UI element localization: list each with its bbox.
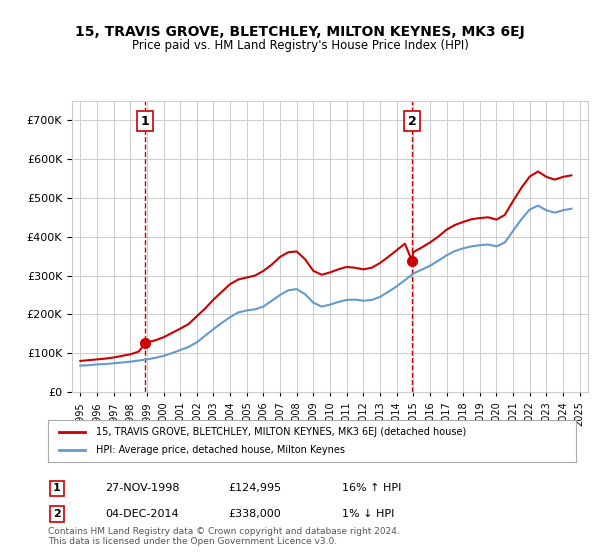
Text: 16% ↑ HPI: 16% ↑ HPI [342, 483, 401, 493]
Text: 27-NOV-1998: 27-NOV-1998 [105, 483, 179, 493]
Text: 15, TRAVIS GROVE, BLETCHLEY, MILTON KEYNES, MK3 6EJ (detached house): 15, TRAVIS GROVE, BLETCHLEY, MILTON KEYN… [95, 427, 466, 437]
Text: £124,995: £124,995 [228, 483, 281, 493]
Text: 15, TRAVIS GROVE, BLETCHLEY, MILTON KEYNES, MK3 6EJ: 15, TRAVIS GROVE, BLETCHLEY, MILTON KEYN… [75, 25, 525, 39]
Text: 1: 1 [53, 483, 61, 493]
Text: 1% ↓ HPI: 1% ↓ HPI [342, 509, 394, 519]
Text: Price paid vs. HM Land Registry's House Price Index (HPI): Price paid vs. HM Land Registry's House … [131, 39, 469, 52]
Text: 04-DEC-2014: 04-DEC-2014 [105, 509, 179, 519]
Text: 1: 1 [141, 115, 149, 128]
Text: £338,000: £338,000 [228, 509, 281, 519]
Text: Contains HM Land Registry data © Crown copyright and database right 2024.
This d: Contains HM Land Registry data © Crown c… [48, 526, 400, 546]
Text: 2: 2 [407, 115, 416, 128]
Text: 2: 2 [53, 509, 61, 519]
Text: HPI: Average price, detached house, Milton Keynes: HPI: Average price, detached house, Milt… [95, 445, 344, 455]
